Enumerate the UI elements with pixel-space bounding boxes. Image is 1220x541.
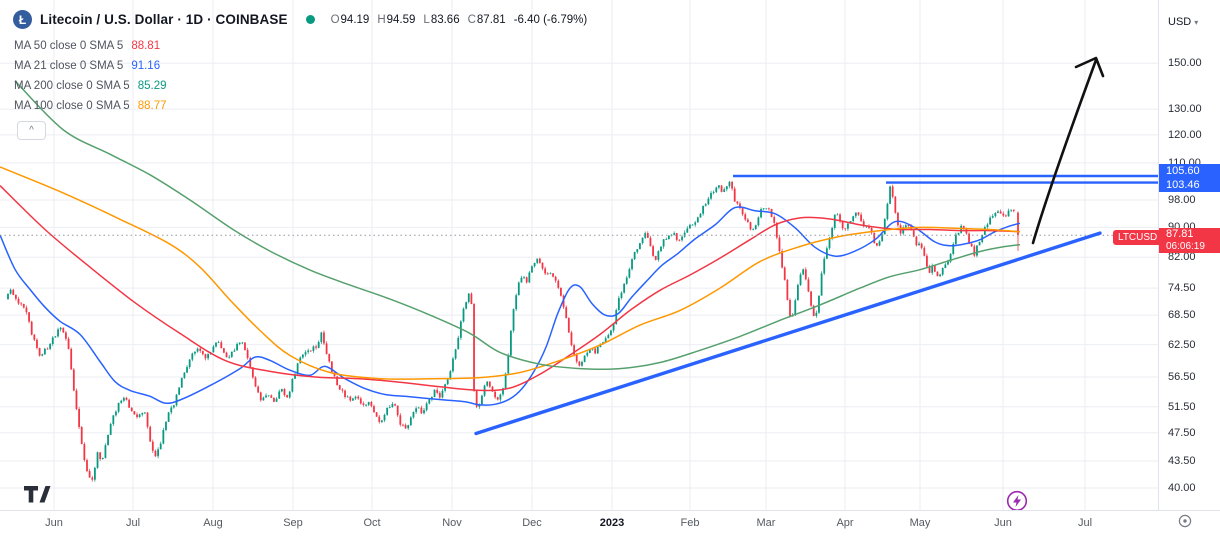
low-value: 83.66 [430, 13, 460, 26]
currency-unit-selector[interactable]: USD ▾ [1168, 16, 1198, 28]
price-axis-label: 130.00 [1168, 103, 1202, 116]
tradingview-logo[interactable] [24, 486, 51, 503]
price-axis-label: 62.50 [1168, 338, 1196, 351]
price-level-label-10346: 103.46 [1159, 178, 1220, 192]
last-price-value: 87.81 [1166, 228, 1194, 240]
time-axis-label: Jul [1077, 517, 1093, 529]
high-label: H [377, 13, 386, 26]
time-axis-label: 2023 [599, 517, 625, 529]
ascending-trendline [474, 231, 1102, 436]
indicator-row-ma100[interactable]: MA 100 close 0 SMA 5 88.77 [14, 96, 166, 116]
time-axis-label: Dec [522, 517, 542, 529]
breakout-arrowhead [1074, 56, 1105, 78]
moving-average-lines [0, 80, 1021, 406]
indicator-value: 85.29 [137, 80, 167, 92]
close-value: 87.81 [476, 13, 506, 26]
price-axis-label: 82.00 [1168, 251, 1196, 264]
time-axis-label: Oct [363, 517, 381, 529]
price-level-label-10560: 105.60 [1159, 164, 1220, 178]
price-axis-label: 68.50 [1168, 309, 1196, 322]
bar-countdown: 06:06:19 [1166, 240, 1205, 252]
litecoin-icon: Ł [13, 10, 32, 29]
change-value: -6.40 (-6.79%) [513, 13, 588, 26]
price-axis-label: 120.00 [1168, 128, 1202, 141]
price-axis-label: 40.00 [1168, 482, 1196, 494]
price-axis-label: 43.50 [1168, 455, 1196, 468]
market-status-icon [305, 15, 315, 24]
indicator-value: 91.16 [131, 60, 161, 72]
indicator-row-ma200[interactable]: MA 200 close 0 SMA 5 85.29 [14, 76, 166, 96]
price-axis-label: 74.50 [1168, 282, 1196, 295]
ma-line-ma100 [0, 166, 1021, 380]
price-axis-label: 51.50 [1168, 400, 1196, 413]
indicator-row-ma50[interactable]: MA 50 close 0 SMA 5 88.81 [14, 36, 166, 56]
scale-target-icon[interactable] [1178, 514, 1192, 528]
breakout-arrow [1031, 58, 1098, 245]
ma-line-ma50 [0, 185, 1021, 392]
symbol-header: Ł Litecoin / U.S. Dollar · 1D · COINBASE… [13, 10, 587, 29]
price-axis[interactable]: USD ▾ 150.00130.00120.00110.0098.0090.00… [1158, 0, 1220, 510]
open-label: O [330, 13, 340, 26]
price-axis-label: 98.00 [1168, 194, 1196, 206]
time-axis-label: Jul [125, 517, 141, 529]
last-price-axis-label: 87.81 06:06:19 [1159, 228, 1220, 253]
time-axis-label: Mar [756, 517, 776, 529]
low-label: L [423, 13, 430, 26]
grid [0, 0, 1158, 510]
indicator-row-ma21[interactable]: MA 21 close 0 SMA 5 91.16 [14, 56, 166, 76]
flash-event-icon[interactable] [1006, 490, 1028, 512]
price-axis-label: 47.50 [1168, 426, 1196, 439]
indicator-label: MA 100 close 0 SMA 5 [14, 100, 130, 112]
indicator-label: MA 200 close 0 SMA 5 [14, 80, 130, 92]
chevron-down-icon: ▾ [1194, 17, 1199, 27]
time-axis[interactable]: Jun Jul Aug Sep Oct Nov Dec 2023 Feb Mar Apr May Jun… [0, 510, 1220, 541]
close-label: C [467, 13, 476, 26]
legend-collapse-button[interactable]: ^ [17, 121, 46, 140]
time-axis-label: Sep [283, 517, 303, 529]
indicator-label: MA 21 close 0 SMA 5 [14, 60, 124, 72]
ohlc-values: O 94.19 H 94.59 L 83.66 C 87.81 -6.40 (-6.79… [331, 14, 588, 26]
indicator-label: MA 50 close 0 SMA 5 [14, 40, 124, 52]
currency-unit-label: USD [1168, 16, 1192, 28]
ma-line-ma21 [0, 206, 1021, 406]
time-axis-label: Jun [994, 517, 1012, 529]
time-axis-label: Jun [45, 517, 63, 529]
time-axis-label: May [909, 517, 931, 529]
price-axis-label: 150.00 [1168, 57, 1202, 70]
indicator-value: 88.81 [131, 40, 161, 52]
open-value: 94.19 [340, 13, 370, 26]
time-axis-label: Aug [203, 517, 223, 529]
ma-line-ma200 [14, 80, 1021, 370]
symbol-title[interactable]: Litecoin / U.S. Dollar · 1D · COINBASE [40, 12, 288, 27]
time-axis-label: Feb [680, 517, 700, 529]
time-axis-label: Nov [442, 517, 462, 529]
price-axis-label: 56.50 [1168, 371, 1196, 383]
high-value: 94.59 [386, 13, 416, 26]
indicator-legend: MA 50 close 0 SMA 5 88.81 MA 21 close 0 … [14, 36, 166, 140]
symbol-price-tag: LTCUSD [1113, 230, 1163, 245]
chart-drawings[interactable] [0, 56, 1160, 436]
time-axis-label: Apr [836, 517, 854, 529]
indicator-value: 88.77 [137, 100, 167, 112]
